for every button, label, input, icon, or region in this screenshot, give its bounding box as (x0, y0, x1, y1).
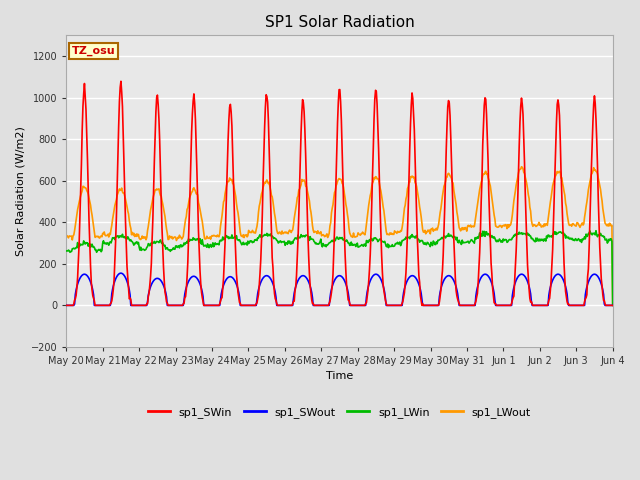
sp1_SWin (117, 78, 125, 84)
sp1_LWin (592, 228, 600, 234)
Line: sp1_SWout: sp1_SWout (66, 273, 612, 305)
sp1_LWin (184, 240, 191, 246)
sp1_SWout (129, 302, 137, 308)
sp1_LWout (184, 205, 191, 211)
sp1_LWout (62, 233, 70, 239)
sp1_SWin (406, 120, 414, 126)
sp1_SWout (62, 302, 70, 308)
sp1_LWin (62, 248, 70, 254)
Line: sp1_LWout: sp1_LWout (66, 167, 612, 305)
sp1_SWin (422, 302, 430, 308)
sp1_SWin (185, 235, 193, 241)
sp1_LWout (213, 234, 221, 240)
Legend: sp1_SWin, sp1_SWout, sp1_LWin, sp1_LWout: sp1_SWin, sp1_SWout, sp1_LWin, sp1_LWout (143, 402, 536, 422)
sp1_LWout (422, 231, 429, 237)
sp1_LWin (609, 302, 616, 308)
sp1_LWin (129, 239, 136, 245)
sp1_LWout (609, 302, 616, 308)
sp1_LWout (406, 180, 413, 185)
Title: SP1 Solar Radiation: SP1 Solar Radiation (264, 15, 414, 30)
Text: TZ_osu: TZ_osu (72, 46, 115, 56)
sp1_LWin (422, 241, 429, 247)
sp1_SWout (214, 302, 221, 308)
sp1_LWin (406, 236, 413, 241)
sp1_SWout (72, 287, 80, 293)
sp1_SWout (609, 302, 616, 308)
sp1_SWin (129, 302, 137, 308)
Line: sp1_SWin: sp1_SWin (66, 81, 612, 305)
sp1_SWin (72, 293, 80, 299)
Y-axis label: Solar Radiation (W/m2): Solar Radiation (W/m2) (15, 126, 25, 256)
sp1_LWin (213, 241, 221, 247)
sp1_LWout (129, 229, 136, 235)
sp1_SWout (406, 274, 414, 279)
sp1_LWout (518, 164, 525, 169)
sp1_SWout (185, 278, 193, 284)
sp1_SWout (117, 270, 125, 276)
sp1_SWout (422, 302, 430, 308)
sp1_LWout (72, 216, 80, 222)
X-axis label: Time: Time (326, 372, 353, 382)
Line: sp1_LWin: sp1_LWin (66, 231, 612, 305)
sp1_SWin (609, 302, 616, 308)
sp1_LWin (72, 245, 80, 251)
sp1_SWin (214, 302, 221, 308)
sp1_SWin (62, 302, 70, 308)
